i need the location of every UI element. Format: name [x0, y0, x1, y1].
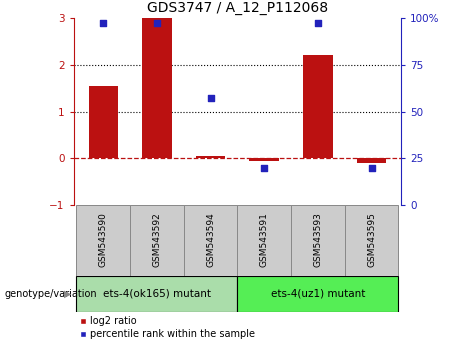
Bar [130, 205, 184, 276]
Title: GDS3747 / A_12_P112068: GDS3747 / A_12_P112068 [147, 1, 328, 15]
Bar [89, 86, 118, 159]
Point [314, 21, 322, 26]
Text: GSM543591: GSM543591 [260, 212, 269, 267]
Text: ets-4(ok165) mutant: ets-4(ok165) mutant [103, 289, 211, 299]
Bar [77, 205, 130, 276]
Point [100, 21, 107, 26]
Point [153, 21, 160, 26]
Bar [142, 18, 171, 159]
Point [207, 96, 214, 101]
Bar [303, 55, 333, 159]
Text: GSM543595: GSM543595 [367, 212, 376, 267]
Text: GSM543592: GSM543592 [153, 212, 161, 267]
Bar [291, 205, 345, 276]
Text: ▶: ▶ [64, 289, 71, 299]
Bar [249, 159, 279, 161]
Bar [196, 156, 225, 159]
Text: GSM543594: GSM543594 [206, 212, 215, 267]
Bar [77, 276, 237, 312]
Text: GSM543590: GSM543590 [99, 212, 108, 267]
Legend: log2 ratio, percentile rank within the sample: log2 ratio, percentile rank within the s… [79, 316, 255, 339]
Bar [345, 205, 398, 276]
Text: genotype/variation: genotype/variation [5, 289, 97, 299]
Bar [357, 159, 386, 163]
Bar [184, 205, 237, 276]
Text: ets-4(uz1) mutant: ets-4(uz1) mutant [271, 289, 365, 299]
Bar [237, 276, 398, 312]
Point [368, 165, 375, 171]
Text: GSM543593: GSM543593 [313, 212, 322, 267]
Point [260, 165, 268, 171]
Bar [237, 205, 291, 276]
